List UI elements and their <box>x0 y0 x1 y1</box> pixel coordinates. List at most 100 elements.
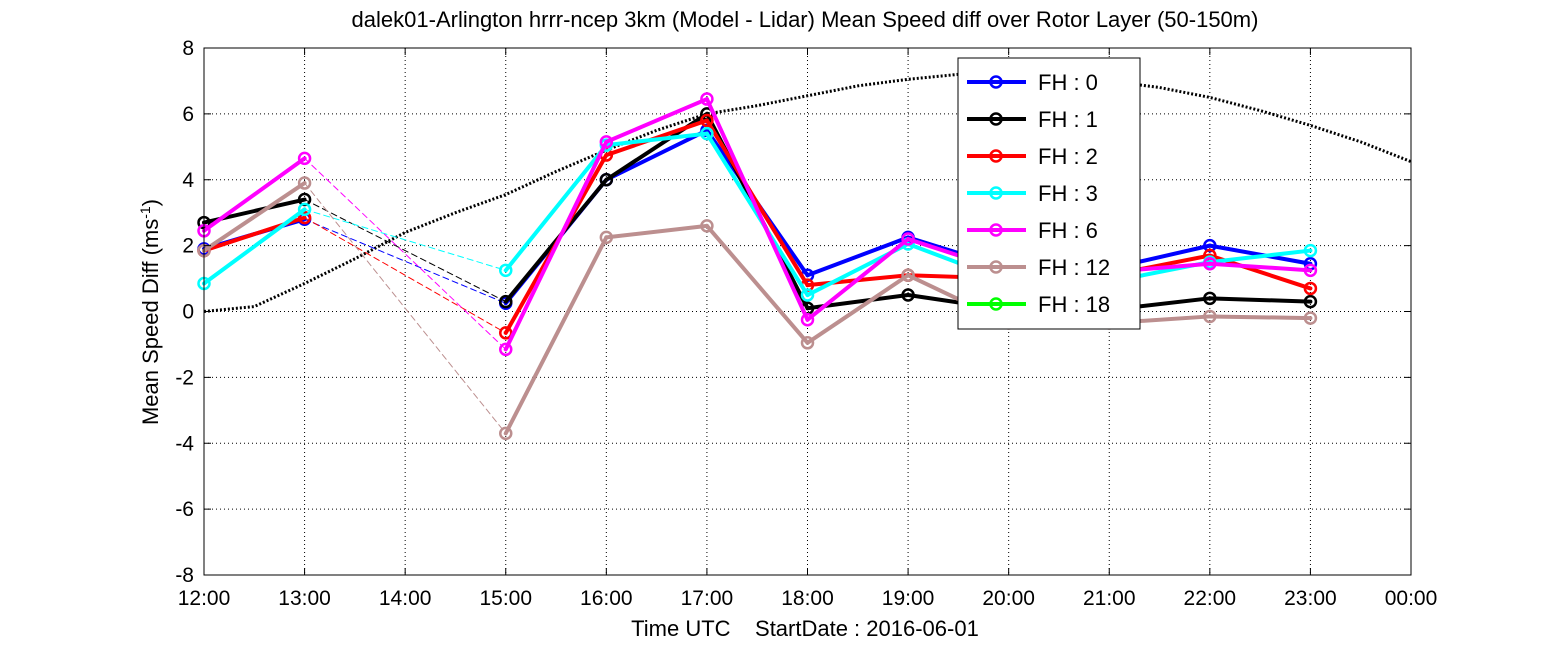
data-point <box>1203 309 1217 324</box>
data-point <box>499 426 513 441</box>
series-segment <box>805 237 911 322</box>
y-axis-label-sup: -1 <box>137 206 153 219</box>
x-tick-label: 17:00 <box>681 587 734 610</box>
series-gap-segment <box>304 199 507 303</box>
series-fh-3 <box>197 126 1318 302</box>
x-tick-label: 21:00 <box>1083 587 1136 610</box>
series-segment <box>202 207 307 286</box>
data-point <box>700 126 714 141</box>
y-tick-label: -8 <box>175 564 194 587</box>
series-segment <box>604 223 709 240</box>
data-point <box>297 176 312 190</box>
series-segment <box>503 139 609 352</box>
y-tick-label: 8 <box>182 37 194 60</box>
series-segment <box>503 143 609 273</box>
data-point <box>599 173 614 187</box>
series-segment <box>805 235 911 278</box>
data-point <box>297 151 312 166</box>
x-axis-label: Time UTC StartDate : 2016-06-01 <box>631 616 979 641</box>
axis-tick-labels: 12:00 13:00 14:00 15:00 16:00 17:00 18:00 19:00… <box>175 37 1437 610</box>
reference-dotted-curve <box>203 71 1412 313</box>
y-axis-label: Mean Speed Diff (ms-1) <box>137 199 163 425</box>
data-point <box>599 230 614 245</box>
legend-entry-label: FH : 0 <box>1038 70 1098 95</box>
x-tick-label: 14:00 <box>379 587 432 610</box>
x-tick-label: 23:00 <box>1284 587 1337 610</box>
legend-entry-label: FH : 2 <box>1038 144 1098 169</box>
data-point <box>800 336 815 350</box>
x-tick-label: 13:00 <box>278 587 331 610</box>
data-point <box>297 210 312 225</box>
series-segment <box>704 131 810 298</box>
data-point <box>901 232 915 246</box>
data-point <box>800 312 815 327</box>
series-segment <box>704 97 810 322</box>
legend: FH : 0 FH : 1 FH : 2 FH : 3 FH : 6 FH : 12 FH … <box>957 57 1141 330</box>
data-point <box>499 294 513 309</box>
series-fh-6 <box>197 92 1318 357</box>
legend-swatch-marker <box>989 112 1003 126</box>
y-tick-label: -2 <box>175 366 194 389</box>
data-point <box>599 135 614 149</box>
legend-entry-label: FH : 18 <box>1038 292 1110 317</box>
series-segment <box>1207 261 1313 273</box>
data-point <box>1303 263 1318 278</box>
x-tick-label: 19:00 <box>882 587 935 610</box>
series-segment <box>604 97 709 144</box>
x-tick-label: 15:00 <box>479 587 532 610</box>
series-segment <box>1207 296 1313 304</box>
plot-frame <box>203 47 1412 576</box>
data-point <box>901 288 915 302</box>
legend-entry-label: FH : 1 <box>1038 107 1098 132</box>
series-segment <box>704 118 810 288</box>
series-segment <box>805 273 911 345</box>
data-point <box>1303 281 1318 296</box>
data-point <box>297 202 312 217</box>
series-segment <box>704 223 810 345</box>
y-tick-label: -4 <box>175 432 194 455</box>
legend-swatch-marker <box>989 223 1003 237</box>
series-segment <box>604 128 709 182</box>
data-point <box>700 92 714 106</box>
series-gap-segment <box>304 218 507 304</box>
y-tick-label: 4 <box>182 169 194 192</box>
data-point <box>1203 291 1217 306</box>
legend-swatch-marker <box>989 297 1003 311</box>
series-layer <box>197 92 1318 441</box>
x-tick-label: 16:00 <box>580 587 633 610</box>
data-point <box>800 288 815 302</box>
y-tick-label: 0 <box>182 301 194 324</box>
data-point <box>1303 243 1318 258</box>
series-segment <box>1207 314 1313 321</box>
y-tick-label: 6 <box>182 103 194 126</box>
data-point <box>901 268 915 283</box>
y-tick-label: -6 <box>175 498 194 521</box>
series-gap-segment <box>304 157 507 350</box>
data-point <box>1303 311 1318 325</box>
series-gap-segment <box>304 217 507 334</box>
y-axis-label-end: ) <box>138 199 163 206</box>
y-axis-label-main: Mean Speed Diff (ms <box>138 219 163 425</box>
legend-swatch-marker <box>989 186 1003 200</box>
chart-title: dalek01-Arlington hrrr-ncep 3km (Model -… <box>352 7 1259 32</box>
legend-entry-label: FH : 3 <box>1038 181 1098 206</box>
data-point <box>499 263 513 278</box>
legend-entry-label: FH : 6 <box>1038 218 1098 243</box>
legend-swatch-marker <box>989 149 1003 163</box>
data-point <box>499 326 513 340</box>
series-gap-segment <box>304 182 507 434</box>
x-tick-label: 22:00 <box>1184 587 1237 610</box>
x-tick-label: 12:00 <box>178 587 231 610</box>
series-segment <box>503 235 609 436</box>
data-point <box>499 342 513 357</box>
grid <box>204 48 1411 575</box>
data-point <box>700 219 714 233</box>
data-point <box>700 113 714 128</box>
dotted-reference-line <box>203 71 1412 313</box>
legend-swatch-marker <box>989 75 1003 89</box>
series-segment <box>604 131 709 148</box>
series-segment <box>202 156 307 233</box>
series-segment <box>202 181 307 253</box>
axis-ticks <box>203 47 1412 576</box>
